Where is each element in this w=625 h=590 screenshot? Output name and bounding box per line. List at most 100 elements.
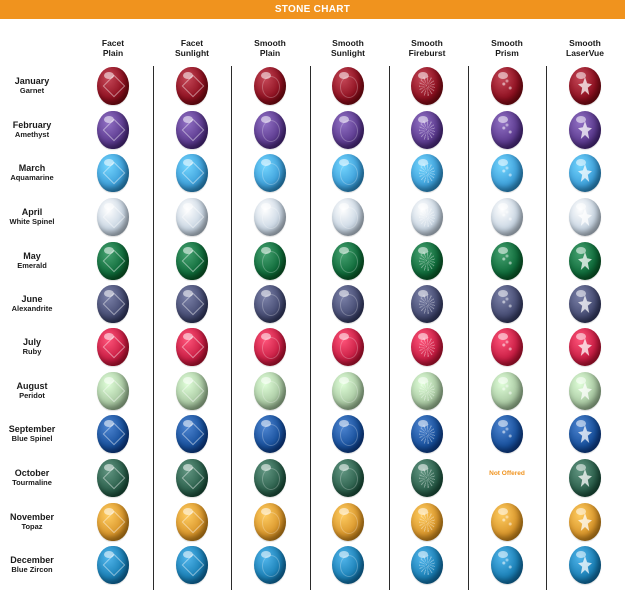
stone-cut-pattern [340,163,358,185]
stone-highlight [104,72,114,79]
column-header: Smooth Fireburst [392,38,462,58]
stone-highlight [576,551,586,558]
stone-swatch [569,198,601,236]
stone-cut-pattern [262,294,280,316]
stone-cut-pattern [419,424,435,444]
stone-swatch [254,415,286,453]
stone-swatch [97,242,129,280]
stone-highlight [418,203,428,210]
month-label: August [16,381,48,391]
stone-highlight [261,420,271,427]
stone-cut-pattern [499,424,515,444]
stone-highlight [183,247,193,254]
stone-cut-pattern [499,294,515,314]
stone-highlight [183,420,193,427]
stone-cut-pattern [419,163,435,183]
row-header: November Topaz [0,512,64,532]
stone-highlight [339,508,349,515]
stone-highlight [576,420,586,427]
stone-cut-pattern [419,512,435,532]
stone-cut-pattern [499,120,515,140]
stone-swatch [332,285,364,323]
stone-highlight [418,116,428,123]
stone-swatch [569,503,601,541]
stone-highlight [104,333,114,340]
stone-highlight [498,159,508,166]
stone-cut-pattern [419,294,435,314]
stone-swatch [332,242,364,280]
stone-cut-pattern [340,120,358,142]
stone-highlight [261,203,271,210]
stone-cut-pattern [578,164,592,182]
stone-cut-pattern [499,337,515,357]
stone-highlight [261,551,271,558]
stone-swatch [97,372,129,410]
stone-highlight [418,72,428,79]
stone-highlight [339,247,349,254]
stone-swatch [254,242,286,280]
stone-swatch [332,415,364,453]
stone-highlight [576,508,586,515]
stone-swatch [97,415,129,453]
stone-highlight [576,290,586,297]
stone-highlight [183,333,193,340]
month-label: November [9,512,54,522]
column-header-line2: Fireburst [408,48,446,58]
stone-cut-pattern [262,381,280,403]
stone-cut-pattern [262,207,280,229]
stone-cut-pattern [262,512,280,534]
stone-swatch [332,154,364,192]
stone-swatch [491,372,523,410]
stone-highlight [576,247,586,254]
birthstone-label: Blue Zircon [11,565,53,574]
stone-swatch [97,285,129,323]
stone-highlight [576,377,586,384]
column-divider [153,66,154,590]
birthstone-label: Blue Spinel [11,434,53,443]
stone-cut-pattern [499,251,515,271]
stone-swatch [176,415,208,453]
stone-swatch [176,111,208,149]
stone-cut-pattern [578,425,592,443]
stone-highlight [339,333,349,340]
stone-cut-pattern [578,252,592,270]
stone-swatch [97,154,129,192]
stone-cut-pattern [340,76,358,98]
stone-swatch [176,242,208,280]
column-header: Facet Sunlight [157,38,227,58]
stone-highlight [183,377,193,384]
birthstone-label: Aquamarine [10,173,54,182]
stone-highlight [104,290,114,297]
birthstone-label: White Spinel [9,217,55,226]
stone-swatch [411,503,443,541]
birthstone-label: Amethyst [14,130,50,139]
row-header: January Garnet [0,76,64,96]
stone-cut-pattern [419,120,435,140]
stone-highlight [183,508,193,515]
stone-highlight [576,464,586,471]
stone-highlight [498,551,508,558]
stone-swatch [97,546,129,584]
stone-swatch [491,415,523,453]
stone-cut-pattern [499,381,515,401]
column-header-line2: LaserVue [566,48,604,58]
stone-cut-pattern [262,163,280,185]
stone-cut-pattern [262,337,280,359]
stone-swatch [254,67,286,105]
stone-swatch [254,198,286,236]
stone-swatch [254,154,286,192]
column-divider [310,66,311,590]
column-header-line2: Plain [259,48,281,58]
stone-swatch [491,503,523,541]
stone-swatch [332,546,364,584]
stone-swatch [569,67,601,105]
stone-cut-pattern [578,295,592,313]
stone-swatch [569,285,601,323]
stone-swatch [254,328,286,366]
stone-swatch [491,328,523,366]
stone-highlight [183,72,193,79]
stone-highlight [498,72,508,79]
stone-highlight [498,247,508,254]
stone-swatch [176,198,208,236]
stone-cut-pattern [578,338,592,356]
